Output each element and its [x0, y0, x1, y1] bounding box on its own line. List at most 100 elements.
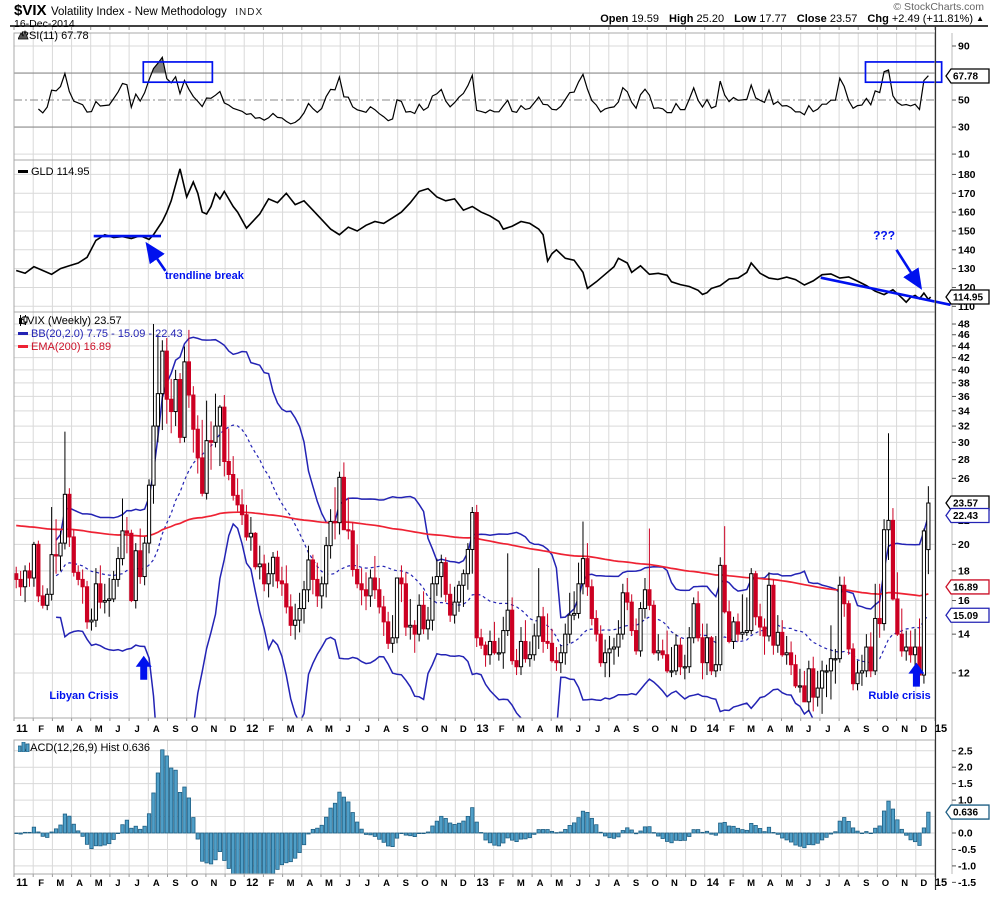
svg-text:S: S [863, 724, 869, 735]
svg-text:160: 160 [958, 207, 976, 219]
svg-text:13: 13 [476, 723, 488, 735]
svg-text:J: J [115, 878, 120, 889]
svg-text:15: 15 [935, 723, 947, 735]
chart-header: $VIX Volatility Index - New Methodology … [14, 2, 263, 20]
vix-value-callout [945, 607, 990, 623]
svg-text:S: S [172, 878, 178, 889]
question-arrow [895, 249, 923, 290]
rsi-highlight-box [142, 61, 214, 84]
rsi-highlight-box [864, 61, 943, 84]
svg-text:N: N [671, 724, 678, 735]
svg-text:J: J [806, 878, 811, 889]
svg-text:90: 90 [958, 41, 970, 53]
svg-text:O: O [191, 878, 198, 889]
svg-text:N: N [210, 878, 217, 889]
svg-text:N: N [671, 878, 678, 889]
svg-text:170: 170 [958, 188, 976, 200]
change-value: +2.49 (+11.81%) [891, 13, 974, 25]
svg-text:J: J [365, 878, 370, 889]
low-value: 17.77 [759, 13, 787, 25]
svg-text:A: A [383, 878, 390, 889]
svg-text:D: D [460, 878, 467, 889]
svg-text:J: J [134, 724, 139, 735]
svg-text:A: A [153, 878, 160, 889]
svg-text:A: A [613, 724, 620, 735]
vix-panel [14, 324, 931, 718]
svg-text:130: 130 [958, 263, 976, 275]
svg-text:180: 180 [958, 169, 976, 181]
svg-text:J: J [576, 878, 581, 889]
svg-text:J: J [825, 878, 830, 889]
svg-text:A: A [153, 724, 160, 735]
libyan-crisis-arrow [135, 655, 152, 680]
svg-text:M: M [747, 878, 755, 889]
gld-value-callout [945, 289, 990, 305]
vix-value-callout [945, 579, 990, 595]
svg-text:-1.0: -1.0 [958, 860, 976, 872]
trendline-break-arrow [145, 241, 167, 272]
gld-down-trendline [820, 276, 951, 307]
svg-text:0.0: 0.0 [958, 828, 973, 840]
svg-text:M: M [786, 724, 794, 735]
svg-text:F: F [269, 724, 275, 735]
open-value: 19.59 [631, 13, 659, 25]
high-value: 25.20 [696, 13, 725, 25]
svg-text:A: A [76, 878, 83, 889]
question-marks-label: ??? [873, 228, 895, 242]
svg-text:38: 38 [958, 377, 970, 389]
svg-text:M: M [56, 878, 64, 889]
svg-text:114.95: 114.95 [953, 293, 983, 304]
rsi-panel [38, 55, 943, 125]
svg-text:44: 44 [958, 340, 970, 352]
svg-text:23.57: 23.57 [953, 499, 978, 510]
svg-text:10: 10 [958, 149, 970, 161]
svg-text:A: A [306, 724, 313, 735]
svg-text:36: 36 [958, 391, 970, 403]
svg-text:D: D [230, 724, 237, 735]
svg-text:D: D [460, 724, 467, 735]
svg-text:32: 32 [958, 421, 970, 433]
svg-text:14: 14 [707, 877, 720, 889]
svg-text:A: A [537, 878, 544, 889]
svg-text:12: 12 [958, 667, 970, 679]
open-label: Open [600, 13, 629, 25]
change-label: Chg [867, 13, 889, 25]
svg-text:S: S [633, 878, 639, 889]
svg-text:1.5: 1.5 [958, 778, 973, 790]
svg-text:N: N [210, 724, 217, 735]
macd-value-callout [945, 804, 990, 820]
svg-text:O: O [882, 878, 889, 889]
svg-text:A: A [537, 724, 544, 735]
high-label: High [669, 13, 694, 25]
svg-text:S: S [863, 878, 869, 889]
svg-text:15.09: 15.09 [953, 611, 978, 622]
svg-text:N: N [441, 878, 448, 889]
svg-text:16: 16 [958, 595, 970, 607]
svg-text:11: 11 [16, 723, 28, 735]
svg-text:F: F [269, 878, 275, 889]
svg-text:22.43: 22.43 [953, 511, 978, 522]
svg-text:M: M [325, 724, 333, 735]
svg-text:D: D [690, 724, 697, 735]
svg-text:-1.5: -1.5 [958, 877, 976, 889]
svg-text:15: 15 [935, 877, 947, 889]
svg-text:A: A [844, 878, 851, 889]
ticker-symbol: $VIX [14, 2, 47, 19]
svg-text:28: 28 [958, 454, 970, 466]
svg-text:150: 150 [958, 225, 976, 237]
svg-text:N: N [901, 724, 908, 735]
svg-text:S: S [172, 724, 178, 735]
svg-text:34: 34 [958, 405, 970, 417]
copyright: © StockCharts.com [893, 1, 984, 13]
svg-text:26: 26 [958, 473, 970, 485]
svg-text:F: F [499, 878, 505, 889]
svg-text:18: 18 [958, 565, 970, 577]
svg-text:O: O [421, 724, 428, 735]
svg-text:14: 14 [707, 723, 720, 735]
panel-frames [10, 25, 988, 890]
exchange-label: INDX [235, 7, 264, 18]
svg-text:M: M [555, 878, 563, 889]
time-axis: 11 F M A M J J A S O N D 12 F M A M J J A S O N D 13 F M A M J J A S O N D 1… [16, 723, 947, 889]
svg-text:S: S [403, 878, 409, 889]
